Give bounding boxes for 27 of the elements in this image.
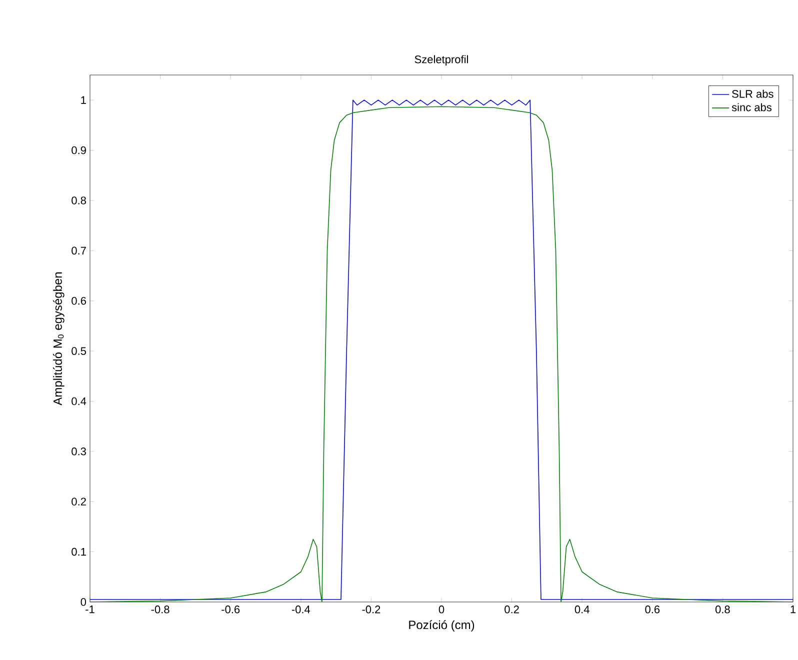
x-tick-label: -1 — [86, 606, 94, 614]
x-tick-label: -0.4 — [292, 606, 310, 614]
y-tick-label: 0.4 — [72, 397, 86, 406]
x-tick-label: 1 — [790, 606, 796, 614]
legend-label: sinc abs — [732, 103, 772, 112]
x-axis-title: Pozíció (cm) — [409, 620, 474, 632]
y-tick-label: 0.7 — [72, 246, 86, 255]
y-axis-title: Amplitúdó M$_{0}$ egységben — [52, 272, 64, 406]
x-tick-label: 0 — [438, 606, 444, 614]
y-tick-label: 0.9 — [72, 146, 86, 154]
y-tick-label: 0.6 — [72, 296, 86, 305]
x-tick-label: 0.6 — [645, 606, 660, 614]
chart-title: Szeletprofil — [414, 55, 468, 66]
x-tick-label: 0.2 — [504, 606, 519, 614]
x-tick-label: 0.4 — [574, 606, 590, 614]
y-tick-label: 0 — [80, 598, 86, 606]
y-tick-label: 0.1 — [72, 548, 86, 556]
y-tick-label: 0.3 — [72, 448, 86, 456]
x-tick-label: -0.6 — [222, 606, 240, 614]
x-tick-label: 0.8 — [715, 606, 730, 614]
y-tick-label: 0.5 — [72, 347, 86, 355]
y-tick-label: 0.2 — [72, 498, 86, 506]
y-tick-label: 0.8 — [72, 196, 86, 204]
x-tick-label: -0.2 — [362, 606, 380, 614]
x-tick-label: -0.8 — [151, 606, 170, 614]
y-tick-label: 1 — [81, 96, 86, 104]
legend-label: SLR abs — [732, 90, 774, 98]
